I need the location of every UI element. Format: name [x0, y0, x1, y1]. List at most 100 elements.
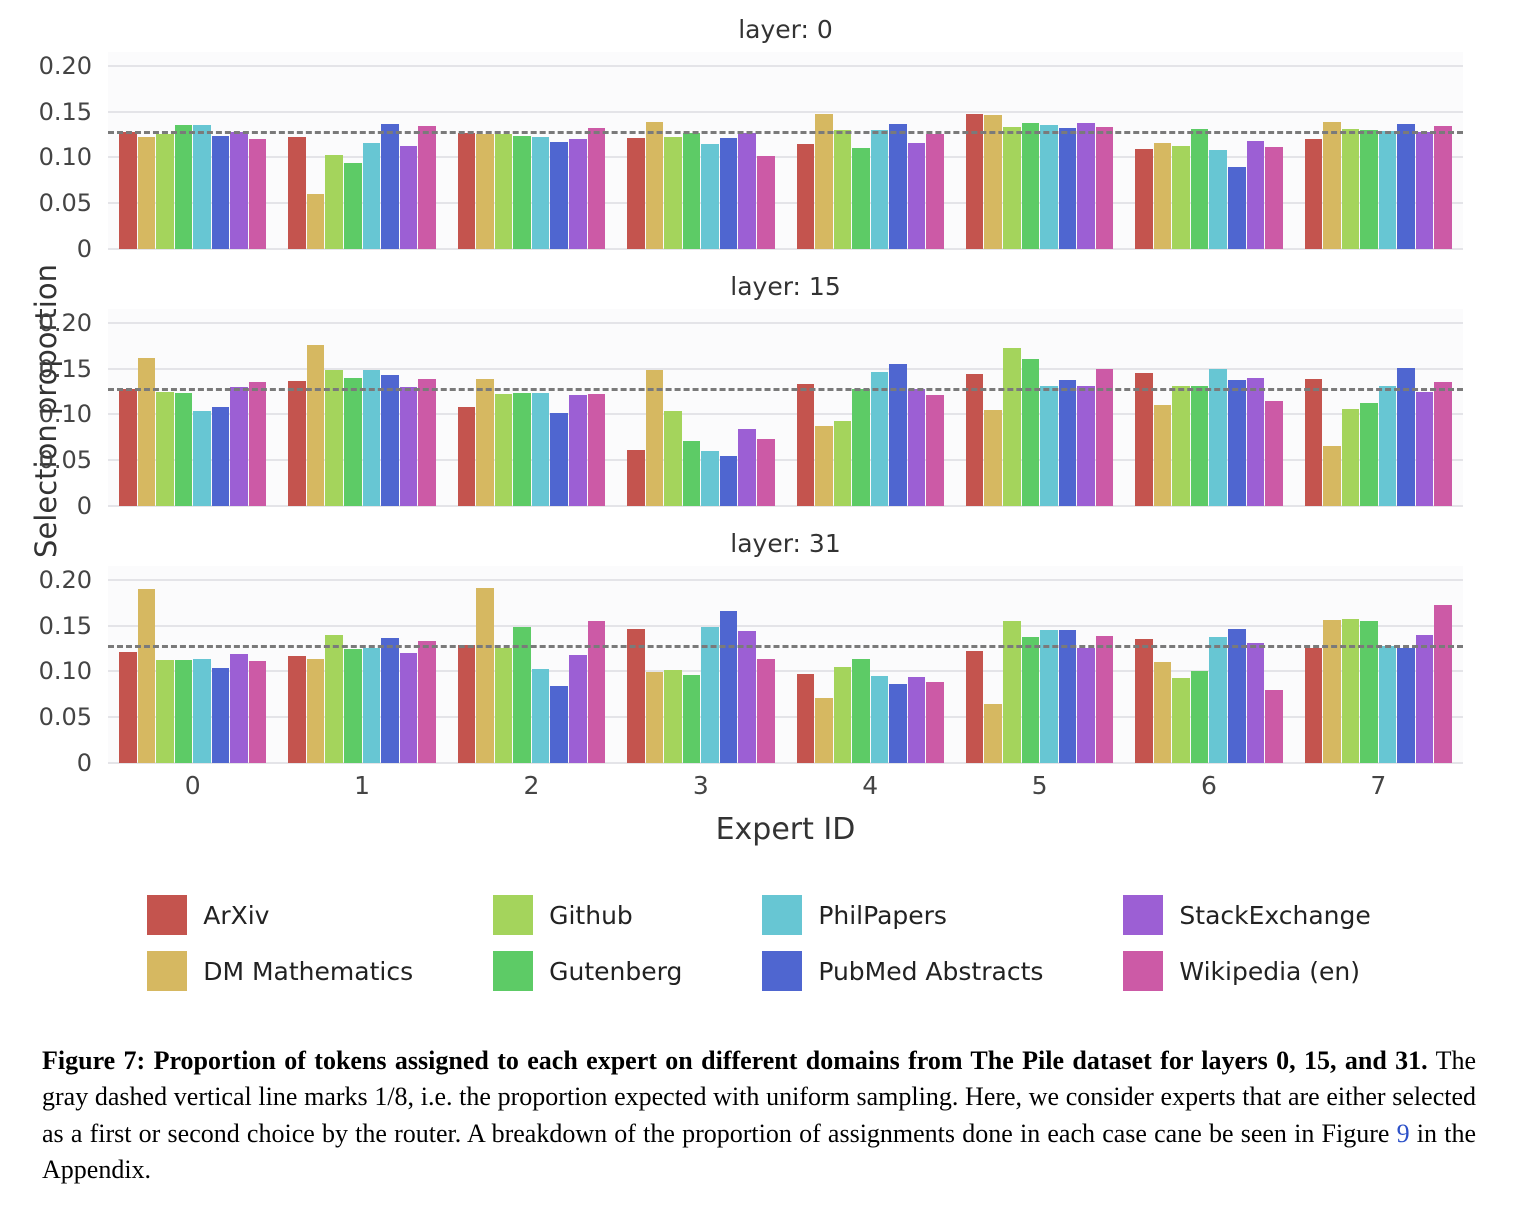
- panel-layer-15: layer: 15 0 0.05 0.10 0.15 0.20: [0, 271, 1463, 520]
- bar-gutenberg: [174, 393, 193, 506]
- bar-dm-mathematics: [306, 659, 325, 763]
- legend-label: StackExchange: [1179, 900, 1371, 930]
- bar-arxiv: [457, 644, 476, 763]
- bar-group-expert-2: [447, 309, 616, 506]
- bar-github: [1172, 146, 1190, 249]
- bar-group-expert-6: [1124, 309, 1293, 506]
- bar-wikipedia-en: [418, 378, 436, 506]
- bar-philpapers: [1378, 385, 1397, 506]
- bar-wikipedia-en: [756, 658, 775, 763]
- bar-wikipedia-en: [1265, 147, 1283, 249]
- uniform-reference-line: [108, 388, 1463, 392]
- bar-stackexchange: [1077, 648, 1095, 763]
- bar-gutenberg: [344, 162, 362, 249]
- bar-group-expert-1: [277, 52, 446, 249]
- bar-dm-mathematics: [1323, 446, 1341, 506]
- bar-dm-mathematics: [984, 704, 1002, 763]
- legend-label: Github: [549, 900, 633, 930]
- bar-philpapers: [1209, 150, 1227, 249]
- bar-github: [1002, 348, 1021, 506]
- bar-arxiv: [1304, 648, 1323, 763]
- bar-stackexchange: [569, 139, 587, 249]
- legend-item-gutenberg: Gutenberg: [493, 951, 682, 991]
- bar-github: [1002, 127, 1021, 249]
- legend-swatch-pubmed-abstracts: [762, 951, 803, 991]
- figure-9-link[interactable]: 9: [1396, 1118, 1410, 1148]
- bar-github: [156, 392, 174, 506]
- bar-gutenberg: [682, 132, 701, 249]
- legend-swatch-wikipedia-en: [1123, 951, 1164, 991]
- bar-philpapers: [193, 659, 211, 763]
- bar-pubmed-abstracts: [1058, 379, 1077, 506]
- bar-philpapers: [193, 125, 211, 249]
- bar-group-expert-3: [616, 52, 785, 249]
- bar-wikipedia-en: [1434, 382, 1452, 506]
- bar-stackexchange: [1246, 140, 1265, 249]
- bar-github: [1341, 128, 1360, 249]
- legend-swatch-github: [493, 895, 534, 935]
- bar-wikipedia-en: [248, 382, 267, 506]
- gridline: [108, 624, 1463, 627]
- bar-stackexchange: [1246, 642, 1265, 763]
- bar-pubmed-abstracts: [1227, 629, 1246, 763]
- bar-arxiv: [1304, 139, 1323, 249]
- bar-group-expert-5: [955, 309, 1124, 506]
- bar-github: [1341, 619, 1360, 763]
- y-tick-label: 0: [76, 492, 92, 520]
- y-tick-label: 0.05: [38, 446, 92, 475]
- bar-philpapers: [362, 142, 381, 249]
- bar-philpapers: [531, 668, 550, 763]
- y-tick-label: 0.15: [38, 611, 92, 640]
- bar-gutenberg: [1021, 122, 1040, 249]
- bar-group-expert-4: [786, 309, 955, 506]
- bar-dm-mathematics: [1153, 142, 1172, 249]
- bar-arxiv: [457, 132, 476, 249]
- bar-arxiv: [119, 388, 137, 506]
- bar-gutenberg: [1021, 636, 1040, 763]
- legend-item-stackexchange: StackExchange: [1123, 895, 1371, 935]
- legend-item-wikipedia-en: Wikipedia (en): [1123, 951, 1370, 991]
- bar-group-expert-3: [616, 309, 785, 506]
- bar-pubmed-abstracts: [211, 407, 230, 506]
- bar-pubmed-abstracts: [381, 374, 399, 506]
- bar-github: [664, 669, 682, 763]
- bar-stackexchange: [907, 142, 926, 249]
- bar-arxiv: [1135, 373, 1153, 506]
- x-tick-label: 7: [1370, 771, 1387, 800]
- bar-dm-mathematics: [645, 370, 664, 506]
- gridline: [108, 202, 1463, 205]
- bar-pubmed-abstracts: [381, 638, 399, 763]
- bar-group-expert-0: [108, 309, 277, 506]
- bar-stackexchange: [1077, 385, 1095, 506]
- uniform-reference-line: [108, 131, 1463, 135]
- bar-groups: [108, 566, 1463, 763]
- bar-github: [1002, 620, 1021, 763]
- bar-gutenberg: [1190, 128, 1209, 249]
- bar-pubmed-abstracts: [211, 136, 230, 249]
- bar-wikipedia-en: [1095, 368, 1114, 506]
- bar-groups: [108, 52, 1463, 249]
- bar-arxiv: [119, 652, 137, 763]
- bar-philpapers: [701, 451, 719, 506]
- y-tick-label: 0.10: [38, 143, 92, 172]
- legend: ArXiv DM Mathematics Github Gutenberg PhilPa…: [0, 895, 1518, 991]
- bar-arxiv: [288, 381, 306, 506]
- bar-dm-mathematics: [645, 672, 664, 763]
- legend-label: PubMed Abstracts: [818, 956, 1044, 986]
- y-tick-label: 0: [76, 749, 92, 777]
- panel-layer-31: layer: 31 0 0.05 0.10 0.15 0.20: [0, 528, 1463, 777]
- bar-arxiv: [119, 131, 137, 249]
- bar-gutenberg: [852, 388, 870, 506]
- legend-label: DM Mathematics: [203, 956, 414, 986]
- bar-group-expert-7: [1294, 566, 1463, 763]
- legend-label: PhilPapers: [818, 900, 947, 930]
- bar-github: [494, 394, 513, 506]
- y-tick-label: 0.05: [38, 189, 92, 218]
- bar-group-expert-2: [447, 52, 616, 249]
- bar-github: [1341, 408, 1360, 506]
- caption-bold-text: Figure 7: Proportion of tokens assigned …: [42, 1046, 1428, 1075]
- gridline: [108, 762, 1463, 764]
- bar-dm-mathematics: [306, 344, 325, 506]
- legend-item-pubmed-abstracts: PubMed Abstracts: [762, 951, 1043, 991]
- bar-dm-mathematics: [984, 409, 1002, 506]
